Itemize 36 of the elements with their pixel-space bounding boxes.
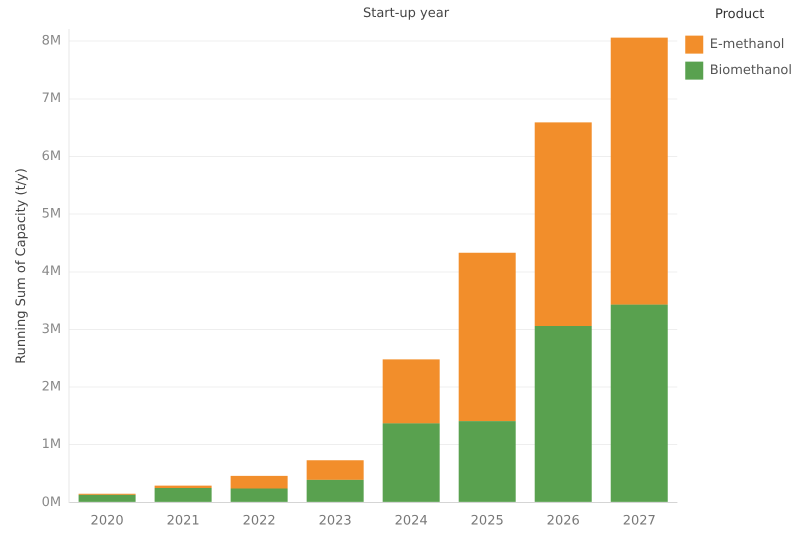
bar bbox=[534, 326, 592, 502]
y-tick-label: 1M bbox=[42, 437, 62, 452]
bar bbox=[610, 38, 668, 305]
bar bbox=[382, 423, 440, 502]
chart-title: Start-up year bbox=[362, 6, 450, 22]
bar bbox=[154, 488, 212, 502]
y-tick-label: 8M bbox=[42, 34, 62, 49]
bar bbox=[230, 476, 288, 489]
x-tick-label: 2024 bbox=[394, 514, 428, 529]
bar bbox=[458, 252, 516, 422]
legend-label: Biomethanol bbox=[710, 62, 792, 78]
x-tick-label: 2020 bbox=[90, 514, 124, 529]
y-tick-label: 6M bbox=[42, 148, 62, 164]
legend-title: Product bbox=[714, 6, 764, 22]
x-tick-label: 2022 bbox=[242, 514, 276, 529]
y-tick-label: 0M bbox=[42, 494, 62, 510]
bar bbox=[458, 421, 516, 502]
y-tick-label: 2M bbox=[42, 379, 62, 394]
x-tick-label: 2025 bbox=[470, 514, 504, 529]
bar bbox=[306, 460, 364, 480]
y-axis-title: Running Sum of Capacity (t/y) bbox=[14, 168, 30, 364]
y-tick-label: 4M bbox=[42, 264, 62, 280]
y-tick-label: 5M bbox=[42, 206, 62, 222]
bar bbox=[230, 488, 288, 502]
y-tick-label: 3M bbox=[42, 322, 62, 337]
bar bbox=[382, 359, 440, 424]
bar bbox=[78, 494, 136, 502]
x-tick-label: 2027 bbox=[622, 514, 656, 529]
bar bbox=[534, 122, 592, 326]
x-tick-label: 2026 bbox=[546, 514, 580, 529]
bar bbox=[610, 304, 668, 502]
legend-label: E-methanol bbox=[710, 36, 784, 52]
y-tick-label: 7M bbox=[42, 91, 62, 106]
x-tick-label: 2021 bbox=[166, 514, 200, 529]
bar bbox=[306, 480, 364, 502]
x-tick-label: 2023 bbox=[318, 514, 352, 529]
